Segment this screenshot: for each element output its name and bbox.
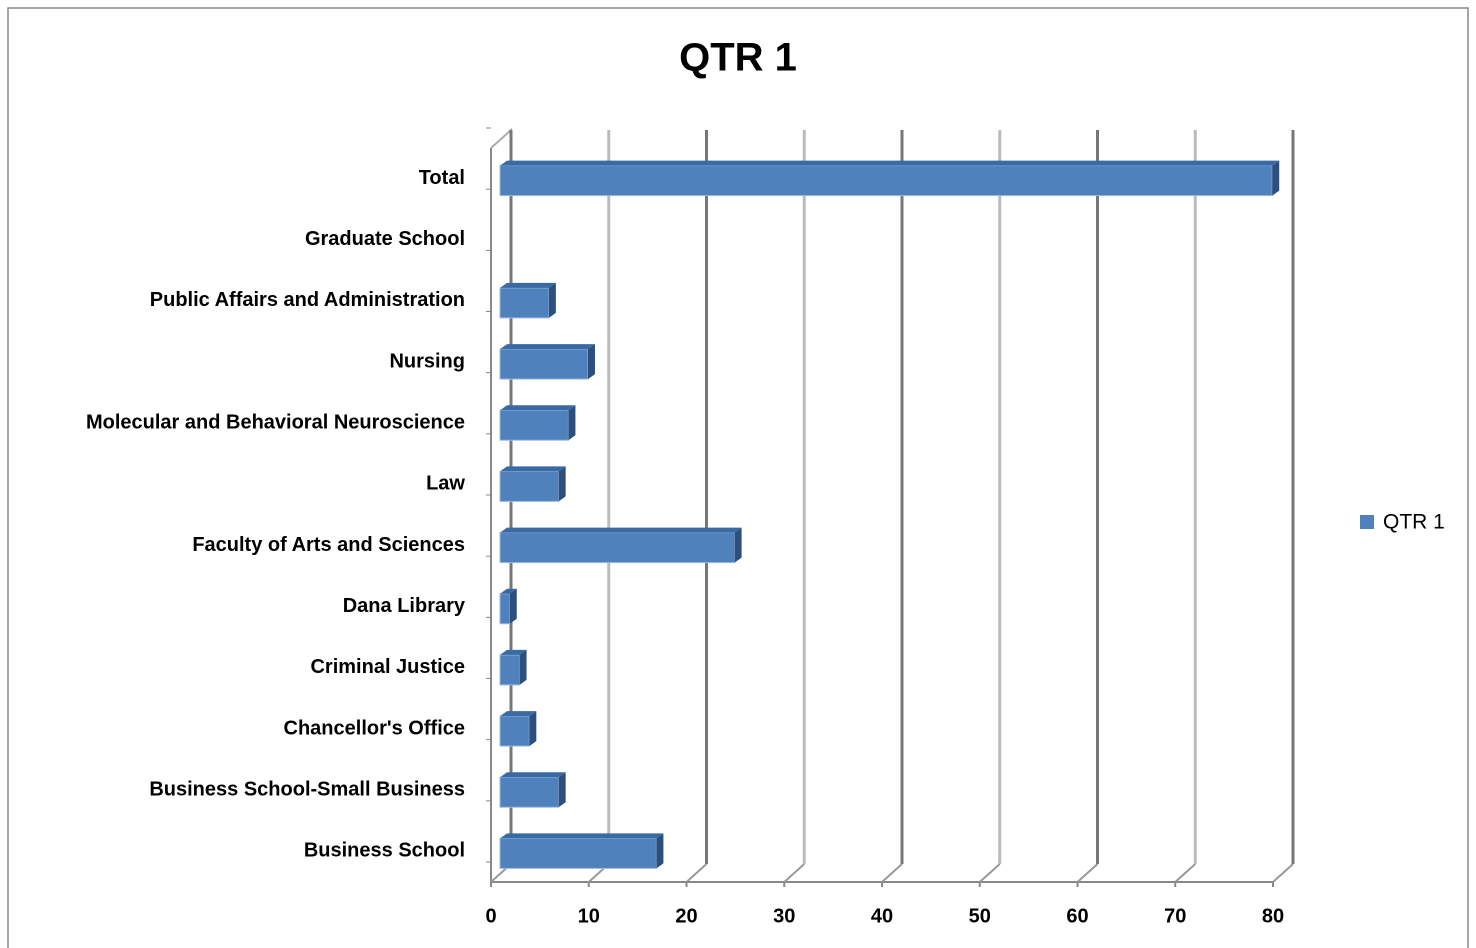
bar xyxy=(499,409,569,441)
y-tick-label: Nursing xyxy=(389,350,465,372)
x-tick-label: 40 xyxy=(871,905,893,927)
bar-top xyxy=(500,833,664,839)
bar-side xyxy=(558,466,566,502)
bar-side xyxy=(558,772,566,808)
bar-top xyxy=(500,711,537,717)
y-tick-label: Faculty of Arts and Sciences xyxy=(192,534,465,556)
grid-floor xyxy=(783,863,805,883)
bar xyxy=(499,593,511,625)
bar-side xyxy=(568,405,576,441)
legend-swatch xyxy=(1360,515,1374,529)
bar-top xyxy=(500,588,517,594)
y-tick-label: Chancellor's Office xyxy=(284,717,465,739)
bar-side xyxy=(519,649,527,685)
bar xyxy=(499,470,560,502)
x-tick-label: 0 xyxy=(485,905,496,927)
bar-top xyxy=(500,344,595,350)
y-tick-label: Law xyxy=(426,473,465,495)
bar-side xyxy=(509,588,517,624)
grid-floor xyxy=(685,863,708,883)
y-tick-label: Public Affairs and Administration xyxy=(150,289,465,311)
grid-floor xyxy=(1076,863,1099,883)
x-tick-label: 60 xyxy=(1066,905,1088,927)
bar-top xyxy=(500,282,556,288)
x-tick-label: 10 xyxy=(578,905,600,927)
bar-side xyxy=(529,711,537,747)
bar xyxy=(499,776,560,808)
bar xyxy=(499,287,550,319)
bar xyxy=(499,715,530,747)
chart-border xyxy=(7,7,1469,948)
x-tick-label: 30 xyxy=(773,905,795,927)
chart-title: QTR 1 xyxy=(679,36,797,80)
y-tick-label: Business School xyxy=(304,840,465,862)
grid-floor xyxy=(1174,863,1196,883)
grid-floor xyxy=(979,863,1001,883)
x-tick-label: 50 xyxy=(969,905,991,927)
bar-top xyxy=(500,405,576,411)
bar-side xyxy=(734,527,742,563)
bar-side xyxy=(1272,160,1280,196)
x-tick-label: 20 xyxy=(675,905,697,927)
bar-top xyxy=(500,160,1280,166)
y-tick-label: Dana Library xyxy=(343,595,466,617)
bar-top xyxy=(500,649,527,655)
bar xyxy=(499,348,589,380)
grid-floor xyxy=(1272,863,1294,883)
x-tick-label: 70 xyxy=(1164,905,1186,927)
bar xyxy=(499,654,521,686)
y-tick-label: Criminal Justice xyxy=(310,656,465,678)
bar-top xyxy=(500,527,742,533)
grid-floor xyxy=(881,863,903,883)
x-tick-label: 80 xyxy=(1262,905,1284,927)
bar xyxy=(499,837,657,869)
bar xyxy=(499,532,736,564)
y-tick-label: Molecular and Behavioral Neuroscience xyxy=(86,412,465,434)
y-tick-label: Business School-Small Business xyxy=(149,779,465,801)
bar-side xyxy=(548,282,556,318)
bar-side xyxy=(587,344,595,380)
legend-label: QTR 1 xyxy=(1383,511,1445,534)
bar-top xyxy=(500,772,566,778)
bar-top xyxy=(500,466,566,472)
bar xyxy=(499,165,1273,197)
y-tick-label: Total xyxy=(419,167,465,189)
bar-side xyxy=(656,833,664,869)
y-tick-label: Graduate School xyxy=(305,228,465,250)
